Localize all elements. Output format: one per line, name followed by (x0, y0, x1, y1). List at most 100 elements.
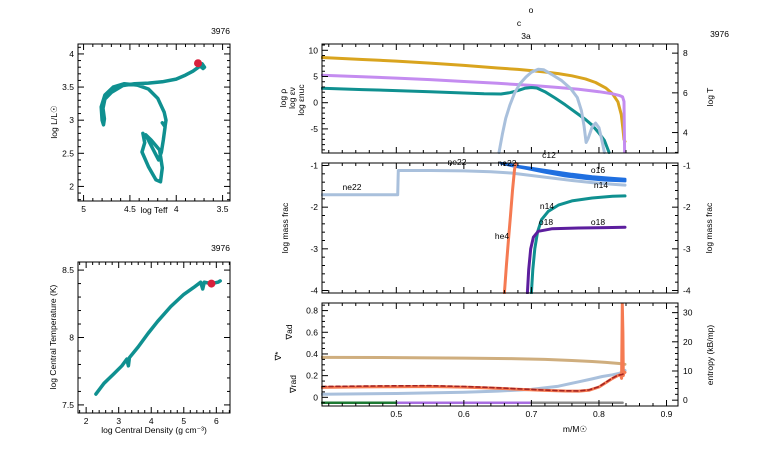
svg-text:3.5: 3.5 (62, 82, 74, 92)
series-entropy (321, 368, 627, 396)
text-label: ∇* (273, 351, 283, 362)
svg-text:3.5: 3.5 (217, 204, 229, 214)
svg-text:-4: -4 (683, 286, 691, 296)
svg-text:10: 10 (683, 366, 693, 376)
svg-text:-1: -1 (683, 161, 691, 171)
text-label: log Central Density (g cm⁻³) (101, 425, 207, 435)
series-grad-ad (321, 355, 627, 366)
text-label: o18 (539, 217, 553, 227)
text-label: n14 (594, 180, 608, 190)
svg-text:0.9: 0.9 (661, 409, 673, 419)
text-label: o16 (591, 165, 605, 175)
series-he4 (502, 162, 518, 294)
series-o16 (499, 162, 627, 183)
svg-text:5: 5 (181, 416, 186, 426)
text-label: he4 (495, 231, 509, 241)
svg-text:4.5: 4.5 (124, 204, 136, 214)
text-label: log εν (287, 87, 297, 109)
text-label: log ρ (278, 89, 288, 108)
svg-text:-5: -5 (310, 124, 318, 134)
svg-text:-4: -4 (310, 286, 318, 296)
svg-text:0: 0 (683, 395, 688, 405)
svg-text:0.6: 0.6 (306, 327, 318, 337)
svg-text:6: 6 (214, 416, 219, 426)
svg-text:5: 5 (313, 71, 318, 81)
svg-text:4: 4 (683, 128, 688, 138)
svg-text:0.7: 0.7 (525, 409, 537, 419)
text-label: 3a (521, 31, 531, 41)
svg-text:4: 4 (69, 49, 74, 59)
svg-text:10: 10 (309, 45, 319, 55)
series-evolution-track (99, 61, 207, 184)
svg-text:-1: -1 (310, 161, 318, 171)
svg-text:8: 8 (683, 48, 688, 58)
text-label: ne22 (448, 157, 467, 167)
svg-text:-3: -3 (310, 244, 318, 254)
text-label: m/M☉ (563, 424, 587, 434)
series-log-eps-nu (321, 86, 611, 154)
text-label: 3976 (211, 26, 230, 36)
svg-text:3: 3 (69, 115, 74, 125)
text-label: c12 (542, 150, 556, 160)
text-label: log mass frac (704, 202, 714, 253)
svg-text:-2: -2 (683, 202, 691, 212)
svg-text:0.8: 0.8 (306, 306, 318, 316)
svg-text:3: 3 (116, 416, 121, 426)
text-label: ∇ad (284, 324, 294, 340)
text-label: log T (705, 88, 715, 107)
svg-text:0: 0 (313, 98, 318, 108)
svg-text:6: 6 (683, 88, 688, 98)
svg-text:-2: -2 (310, 202, 318, 212)
text-label: ∇rad (288, 375, 298, 394)
svg-text:30: 30 (683, 308, 693, 318)
series-central-conditions-track (94, 279, 222, 396)
svg-text:20: 20 (683, 337, 693, 347)
series-log-T (321, 56, 627, 143)
text-label: log Central Temperature (K) (48, 284, 58, 389)
text-label: ne22 (498, 158, 517, 168)
current-model-marker (194, 59, 203, 68)
svg-text:7.5: 7.5 (62, 400, 74, 410)
series-o18 (525, 225, 627, 294)
svg-text:2.5: 2.5 (62, 148, 74, 158)
svg-text:0.6: 0.6 (458, 409, 470, 419)
text-label: log mass frac (280, 202, 290, 253)
text-label: 3976 (710, 29, 729, 39)
text-label: c (517, 18, 522, 28)
svg-text:0.2: 0.2 (306, 371, 318, 381)
current-model-marker (207, 279, 216, 288)
svg-text:8: 8 (69, 333, 74, 343)
svg-text:2: 2 (84, 416, 89, 426)
svg-text:0.4: 0.4 (306, 349, 318, 359)
text-label: n14 (540, 201, 554, 211)
svg-text:-3: -3 (683, 244, 691, 254)
text-label: log L/L☉ (49, 105, 59, 138)
text-label: entropy (kB/mp) (705, 325, 715, 386)
text-label: log Teff (140, 205, 168, 215)
svg-text:0: 0 (313, 392, 318, 402)
svg-text:4: 4 (174, 204, 179, 214)
text-label: log εnuc (296, 84, 306, 116)
series-log-eps-nuc (497, 67, 606, 154)
series-ne22 (321, 169, 627, 197)
text-label: 3976 (211, 243, 230, 253)
text-label: o18 (591, 217, 605, 227)
text-label: o (529, 5, 534, 15)
svg-text:0.8: 0.8 (593, 409, 605, 419)
text-label: ne22 (343, 182, 362, 192)
svg-text:0.5: 0.5 (390, 409, 402, 419)
svg-text:8.5: 8.5 (62, 265, 74, 275)
svg-text:5: 5 (81, 204, 86, 214)
series-grad-star (321, 373, 626, 392)
series-grad-rad (321, 302, 627, 393)
svg-text:4: 4 (149, 416, 154, 426)
series-log-rho (321, 73, 627, 154)
series-n14 (529, 194, 627, 294)
svg-text:2: 2 (69, 181, 74, 191)
